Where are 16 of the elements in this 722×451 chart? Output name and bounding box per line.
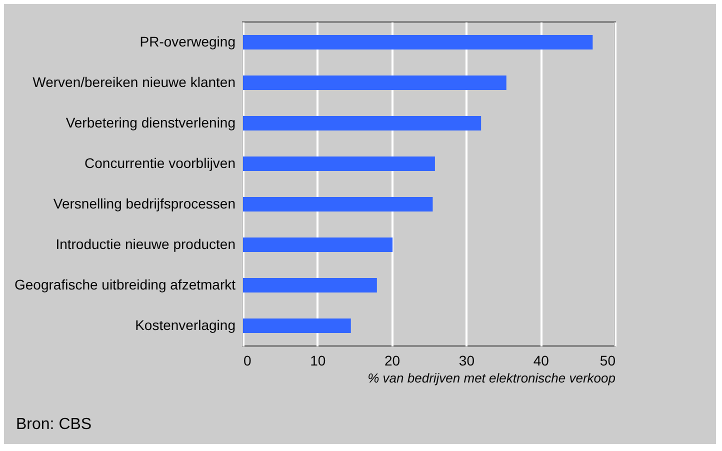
x-tick-label: 10 — [310, 352, 326, 368]
x-tick-label: 30 — [458, 352, 475, 368]
y-tick-label: Concurrentie voorblijven — [84, 154, 236, 171]
x-tick-label: 40 — [533, 352, 550, 368]
y-tick-label: Werven/bereiken nieuwe klanten — [32, 74, 236, 90]
text: Bron: CBS — [16, 416, 92, 434]
y-tick-label: Versnelling bedrijfsprocessen — [53, 195, 236, 212]
y-tick-label: Verbetering dienstverlening — [66, 114, 236, 130]
x-axis-title: % van bedrijven met elektronische verkoop — [368, 370, 616, 386]
y-tick-label: PR-overweging — [140, 33, 236, 50]
x-tick-label: 0 — [244, 352, 252, 368]
y-tick-label: Geografische uitbreiding afzetmarkt — [14, 276, 236, 292]
y-tick-label: Introductie nieuwe producten — [56, 236, 236, 252]
x-tick-label: 20 — [384, 352, 400, 368]
x-tick-label: 50 — [600, 352, 616, 368]
y-tick-label: Kostenverlaging — [135, 316, 236, 333]
